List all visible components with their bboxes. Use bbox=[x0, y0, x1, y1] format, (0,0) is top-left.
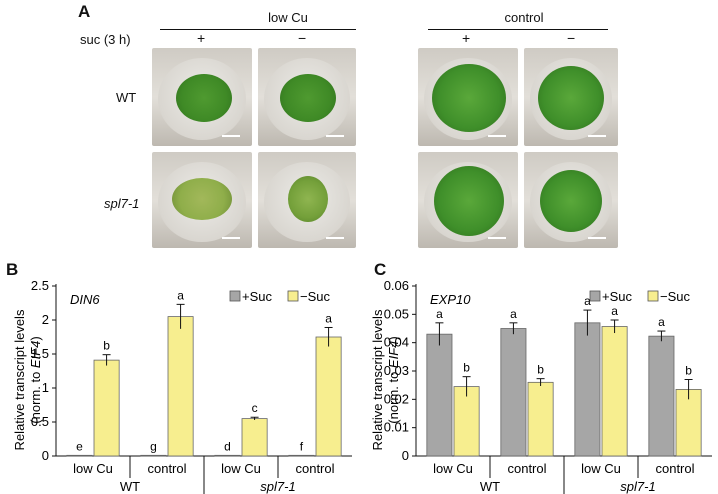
control-header-line bbox=[428, 29, 608, 30]
chart-c-ylabel-1: Relative transcript levels bbox=[370, 309, 385, 450]
photo-wt-control-plus bbox=[418, 48, 518, 146]
chart-b-bar-s1-c0 bbox=[93, 359, 120, 457]
chart-c-letter-s0-c2: a bbox=[584, 294, 591, 308]
chart-c-bar-s0-c2 bbox=[574, 322, 601, 457]
chart-c-legend-swatch-0 bbox=[589, 290, 601, 302]
chart-c: Relative transcript levels (norm. to EIF… bbox=[370, 278, 712, 494]
chart-b-legend-swatch-1 bbox=[287, 290, 299, 302]
chart-c-letter-s1-c3: b bbox=[685, 364, 692, 378]
chart-c-ytick-label: 0.03 bbox=[384, 363, 409, 378]
photo-spl-control-minus bbox=[524, 152, 618, 248]
chart-c-ytick-label: 0.05 bbox=[384, 306, 409, 321]
chart-c-letter-s1-c2: a bbox=[611, 304, 618, 318]
chart-b-ytick-label: 1.5 bbox=[31, 346, 49, 361]
chart-b-letter-s1-c0: b bbox=[103, 339, 110, 353]
panel-a-letter: A bbox=[78, 2, 91, 21]
chart-c-ytick-label: 0 bbox=[402, 448, 409, 463]
chart-b-ylabel-2: (norm. to EIF4) bbox=[28, 336, 43, 423]
chart-c-bar-s1-c1 bbox=[527, 381, 554, 457]
suc-label: suc (3 h) bbox=[80, 32, 131, 47]
chart-b-ytick-label: 2 bbox=[42, 312, 49, 327]
chart-c-bar-s0-c0 bbox=[426, 333, 453, 457]
chart-c-letter-s0-c0: a bbox=[436, 307, 443, 321]
chart-b-bar-s1-c3 bbox=[315, 336, 342, 457]
chart-c-bar-s0-c3 bbox=[648, 335, 675, 457]
chart-b-letter-s1-c2: c bbox=[252, 401, 258, 415]
chart-b-ytick-label: 0.5 bbox=[31, 414, 49, 429]
chart-b-xtick-label: control bbox=[147, 461, 186, 476]
chart-b-letter-s0-c0: e bbox=[76, 439, 83, 453]
chart-c-letter-s0-c1: a bbox=[510, 307, 517, 321]
panel-b-letter: B bbox=[6, 260, 19, 279]
control-header: control bbox=[504, 10, 544, 25]
low-cu-plus: + bbox=[197, 30, 206, 46]
row-label-spl7-1: spl7-1 bbox=[104, 196, 140, 211]
photo-wt-control-minus bbox=[524, 48, 618, 146]
chart-b-bar-s0-c0 bbox=[66, 454, 93, 457]
photo-spl-lowcu-plus bbox=[152, 152, 252, 248]
chart-c-ytick-label: 0.02 bbox=[384, 391, 409, 406]
chart-b-letter-s0-c1: g bbox=[150, 439, 157, 453]
chart-b-legend-swatch-0 bbox=[229, 290, 241, 302]
chart-b-group-label: WT bbox=[120, 479, 140, 494]
chart-b-ylabel-1: Relative transcript levels bbox=[12, 309, 27, 450]
chart-b-bar-s0-c2 bbox=[214, 454, 241, 457]
control-minus: − bbox=[567, 30, 576, 46]
chart-b-letter-s1-c3: a bbox=[325, 311, 332, 325]
chart-c-gene-label: EXP10 bbox=[430, 292, 471, 307]
chart-b-xtick-label: low Cu bbox=[73, 461, 113, 476]
chart-b-letter-s0-c3: f bbox=[300, 439, 304, 453]
chart-b-bar-s0-c1 bbox=[140, 454, 167, 457]
chart-c-group-label: spl7-1 bbox=[620, 479, 655, 494]
chart-c-ytick-label: 0.04 bbox=[384, 335, 409, 350]
chart-b-bar-s0-c3 bbox=[288, 454, 315, 457]
chart-b-ytick-label: 2.5 bbox=[31, 278, 49, 293]
chart-b-ytick-label: 1 bbox=[42, 380, 49, 395]
chart-b-legend-label-1: −Suc bbox=[300, 289, 330, 304]
chart-c-bar-s0-c1 bbox=[500, 328, 527, 457]
chart-c-bar-s1-c0 bbox=[453, 386, 480, 457]
photo-wt-lowcu-minus bbox=[258, 48, 356, 146]
chart-b-legend-label-0: +Suc bbox=[242, 289, 272, 304]
chart-c-xtick-label: control bbox=[655, 461, 694, 476]
panel-c-letter: C bbox=[374, 260, 387, 279]
chart-b-letter-s0-c2: d bbox=[224, 439, 231, 453]
chart-c-letter-s1-c0: b bbox=[463, 361, 470, 375]
chart-b-gene-label: DIN6 bbox=[70, 292, 100, 307]
chart-c-legend-swatch-1 bbox=[647, 290, 659, 302]
chart-b-bar-s1-c1 bbox=[167, 316, 194, 457]
photo-spl-lowcu-minus bbox=[258, 152, 356, 248]
chart-b-bar-s1-c2 bbox=[241, 418, 268, 457]
chart-c-xtick-label: control bbox=[507, 461, 546, 476]
chart-c-bar-s1-c2 bbox=[601, 326, 628, 457]
chart-b-letter-s1-c1: a bbox=[177, 288, 184, 302]
low-cu-header-line bbox=[160, 29, 356, 30]
photo-spl-control-plus bbox=[418, 152, 518, 248]
row-label-wt: WT bbox=[116, 90, 137, 105]
chart-c-ytick-label: 0.01 bbox=[384, 420, 409, 435]
chart-c-legend-label-0: +Suc bbox=[602, 289, 632, 304]
chart-b-xtick-label: low Cu bbox=[221, 461, 261, 476]
chart-c-letter-s0-c3: a bbox=[658, 315, 665, 329]
chart-c-ylabel-2: (norm. to EIF4) bbox=[386, 336, 401, 423]
chart-b-xtick-label: control bbox=[295, 461, 334, 476]
chart-c-bar-s1-c3 bbox=[675, 389, 702, 457]
chart-c-group-label: WT bbox=[480, 479, 500, 494]
low-cu-minus: − bbox=[298, 30, 307, 46]
chart-b-group-label: spl7-1 bbox=[260, 479, 295, 494]
photo-wt-lowcu-plus bbox=[152, 48, 252, 146]
chart-c-ytick-label: 0.06 bbox=[384, 278, 409, 293]
control-plus: + bbox=[462, 30, 471, 46]
chart-c-xtick-label: low Cu bbox=[433, 461, 473, 476]
chart-c-letter-s1-c1: b bbox=[537, 363, 544, 377]
chart-c-legend-label-1: −Suc bbox=[660, 289, 690, 304]
chart-c-xtick-label: low Cu bbox=[581, 461, 621, 476]
chart-b-ytick-label: 0 bbox=[42, 448, 49, 463]
low-cu-header: low Cu bbox=[268, 10, 308, 25]
chart-b: Relative transcript levels (norm. to EIF… bbox=[12, 278, 352, 494]
